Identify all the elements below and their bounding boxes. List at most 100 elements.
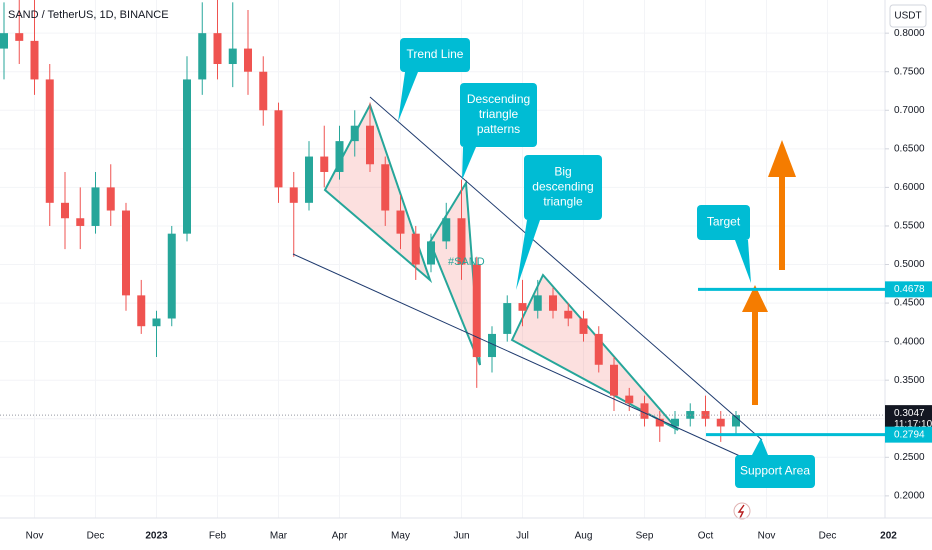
candle-body (457, 218, 466, 265)
callout-box (697, 205, 750, 240)
candle-body (442, 218, 451, 242)
candle-body (381, 164, 390, 211)
x-tick-label: Dec (819, 531, 837, 542)
y-tick-label: 0.8000 (894, 28, 925, 39)
event-icon (733, 502, 751, 520)
x-tick-label: Dec (87, 531, 105, 542)
candle-body (122, 210, 130, 296)
candles (0, 0, 740, 442)
trend-line (292, 253, 763, 467)
callout: Trend Line (398, 38, 470, 122)
candle-body (76, 218, 85, 226)
y-tick-label: 0.5500 (894, 221, 925, 232)
trend-line (369, 96, 763, 441)
callout-text: Support Area (740, 464, 810, 478)
candle-body (625, 395, 634, 404)
axes: 0.20000.25000.30000.35000.40000.45000.50… (0, 28, 932, 542)
callout-pointer (735, 240, 751, 283)
callout-text: Descending (467, 92, 530, 106)
candle-body (0, 33, 8, 49)
candle-body (472, 264, 481, 358)
candle-body (350, 125, 359, 142)
candle-body (335, 141, 344, 172)
y-tick-label: 0.4000 (894, 336, 925, 347)
candle-body (640, 403, 649, 419)
symbol-tag: #SAND (448, 256, 485, 268)
callout-box (460, 83, 537, 147)
y-tick-label: 0.2000 (894, 491, 925, 502)
overlay (292, 96, 796, 520)
y-tick-label: 0.5000 (894, 259, 925, 270)
candle-body (45, 79, 54, 203)
candle-body (732, 415, 740, 427)
candle-body (655, 418, 664, 427)
arrow (768, 140, 796, 270)
callout-text: descending (532, 180, 593, 194)
candle-body (244, 48, 252, 72)
candle-body (228, 48, 237, 65)
arrow-shaft (752, 310, 758, 405)
candle-body (91, 187, 100, 226)
x-tick-label: Apr (332, 531, 348, 542)
candle-body (289, 187, 298, 203)
callout-text: triangle (543, 195, 583, 209)
y-tick-label: 0.6500 (894, 143, 925, 154)
callout-box (735, 455, 815, 488)
arrow (742, 285, 768, 405)
callout-text: Target (707, 215, 741, 229)
candle-body (564, 310, 573, 319)
candle-body (305, 156, 313, 203)
candle-body (366, 125, 374, 165)
x-tick-label: May (391, 531, 410, 542)
callout-text: Big (554, 165, 571, 179)
x-tick-label: Sep (636, 531, 654, 542)
y-tick-label: 0.4500 (894, 298, 925, 309)
callout: Target (697, 205, 751, 283)
candle-body (427, 241, 435, 265)
arrow-head (768, 140, 796, 177)
arrow-head (742, 285, 768, 312)
x-tick-label: Mar (270, 531, 288, 542)
y-tick-label: 0.3500 (894, 375, 925, 386)
y-tick-label: 0.2500 (894, 452, 925, 463)
x-tick-label: Jul (516, 531, 529, 542)
y-tick-label: 0.7500 (894, 66, 925, 77)
triangle-pattern (323, 102, 433, 284)
candle-body (594, 333, 603, 365)
callout-text: patterns (477, 122, 520, 136)
candle-body (396, 210, 405, 234)
candle-body (579, 318, 588, 334)
candle-body (183, 79, 191, 234)
candle-body (671, 418, 679, 427)
countdown-label: 11:17:10 (894, 419, 932, 430)
level-box (885, 281, 932, 298)
x-tick-label: 2023 (145, 531, 168, 542)
callout-pointer (516, 220, 540, 290)
candle-body (106, 187, 115, 211)
level-label: 0.2794 (894, 429, 925, 440)
candle-body (198, 33, 207, 80)
candle-body (320, 156, 329, 172)
level-box (885, 426, 932, 443)
symbol-title: SAND / TetherUS, 1D, BINANCE (8, 9, 169, 21)
x-tick-label: Feb (209, 531, 227, 542)
candle-body (213, 33, 222, 65)
callout-text: triangle (479, 107, 519, 121)
candle-body (15, 33, 24, 41)
candle-body (533, 295, 542, 311)
candle-body (411, 233, 420, 265)
callout-pointer (462, 147, 476, 180)
callouts: Trend LineDescendingtrianglepatternsBigd… (398, 38, 815, 488)
candle-body (716, 418, 725, 427)
x-tick-label: Jun (453, 531, 469, 542)
x-tick-label: Nov (758, 531, 776, 542)
currency-box[interactable] (889, 4, 927, 28)
arrow-shaft (779, 175, 785, 270)
candle-body (167, 233, 176, 319)
x-tick-label: Oct (698, 531, 714, 542)
callout-box (524, 155, 602, 220)
